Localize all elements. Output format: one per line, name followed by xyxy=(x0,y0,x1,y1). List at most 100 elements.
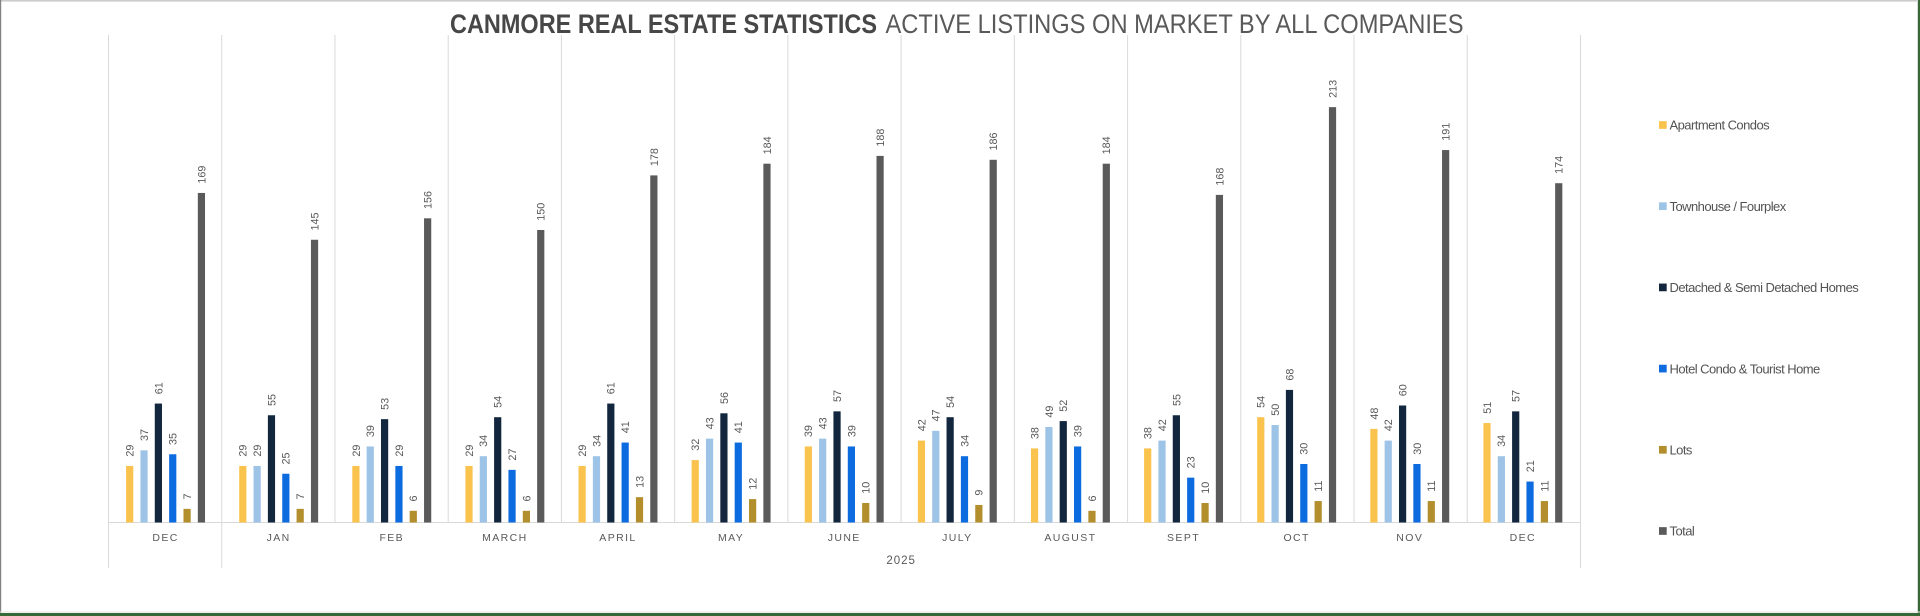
svg-text:29: 29 xyxy=(394,445,406,457)
svg-text:57: 57 xyxy=(832,390,844,402)
svg-text:ACTIVE LISTINGS ON MARKET BY A: ACTIVE LISTINGS ON MARKET BY ALL COMPANI… xyxy=(886,9,1464,39)
svg-text:145: 145 xyxy=(309,212,321,230)
svg-text:DEC: DEC xyxy=(152,532,178,544)
svg-text:Total: Total xyxy=(1670,524,1695,539)
svg-text:39: 39 xyxy=(365,425,377,437)
svg-text:38: 38 xyxy=(1143,427,1155,439)
svg-text:34: 34 xyxy=(959,435,971,447)
svg-text:68: 68 xyxy=(1284,369,1296,381)
svg-text:DEC: DEC xyxy=(1510,532,1536,544)
svg-text:12: 12 xyxy=(748,478,760,490)
svg-text:Hotel Condo & Tourist Home: Hotel Condo & Tourist Home xyxy=(1670,361,1821,376)
svg-text:42: 42 xyxy=(1383,419,1395,431)
svg-text:6: 6 xyxy=(1087,495,1099,501)
svg-text:50: 50 xyxy=(1270,404,1282,416)
svg-text:MAY: MAY xyxy=(718,532,744,544)
svg-text:37: 37 xyxy=(139,429,151,441)
svg-text:CANMORE REAL ESTATE STATISTICS: CANMORE REAL ESTATE STATISTICS xyxy=(450,9,877,39)
svg-text:42: 42 xyxy=(1157,419,1169,431)
svg-text:38: 38 xyxy=(1029,427,1041,439)
svg-text:150: 150 xyxy=(536,203,548,221)
svg-text:25: 25 xyxy=(281,452,293,464)
svg-text:JUNE: JUNE xyxy=(828,532,861,544)
svg-text:11: 11 xyxy=(1539,481,1551,492)
svg-text:7: 7 xyxy=(182,494,194,500)
svg-text:35: 35 xyxy=(168,433,180,445)
svg-text:60: 60 xyxy=(1397,384,1409,396)
svg-text:54: 54 xyxy=(1256,396,1268,408)
svg-text:55: 55 xyxy=(266,394,278,406)
svg-text:29: 29 xyxy=(577,445,589,457)
svg-text:FEB: FEB xyxy=(379,532,404,544)
svg-text:39: 39 xyxy=(846,425,858,437)
svg-text:23: 23 xyxy=(1186,456,1198,468)
svg-text:APRIL: APRIL xyxy=(599,532,636,544)
svg-text:29: 29 xyxy=(252,445,264,457)
svg-text:57: 57 xyxy=(1511,390,1523,402)
svg-text:56: 56 xyxy=(719,392,731,404)
svg-text:61: 61 xyxy=(153,382,165,394)
svg-text:54: 54 xyxy=(493,396,505,408)
svg-text:29: 29 xyxy=(125,445,137,457)
svg-text:34: 34 xyxy=(478,435,490,447)
svg-text:184: 184 xyxy=(762,136,774,154)
svg-text:48: 48 xyxy=(1369,408,1381,420)
svg-text:JULY: JULY xyxy=(942,532,973,544)
svg-text:Lots: Lots xyxy=(1670,443,1693,458)
svg-text:29: 29 xyxy=(464,445,476,457)
svg-text:174: 174 xyxy=(1554,156,1566,174)
svg-text:10: 10 xyxy=(1200,482,1212,494)
svg-text:30: 30 xyxy=(1299,443,1311,455)
svg-text:SEPT: SEPT xyxy=(1167,532,1200,544)
svg-text:JAN: JAN xyxy=(267,532,291,544)
svg-text:156: 156 xyxy=(423,191,435,209)
svg-text:NOV: NOV xyxy=(1396,532,1423,544)
svg-text:27: 27 xyxy=(507,449,519,461)
svg-text:178: 178 xyxy=(649,148,661,166)
svg-text:52: 52 xyxy=(1058,400,1070,412)
svg-text:47: 47 xyxy=(931,410,943,422)
svg-text:6: 6 xyxy=(521,495,533,501)
svg-text:169: 169 xyxy=(196,166,208,184)
svg-text:Apartment Condos: Apartment Condos xyxy=(1670,118,1771,133)
svg-text:9: 9 xyxy=(974,490,986,496)
svg-text:30: 30 xyxy=(1412,443,1424,455)
svg-text:42: 42 xyxy=(916,419,928,431)
svg-text:OCT: OCT xyxy=(1283,532,1309,544)
svg-text:10: 10 xyxy=(861,482,873,494)
svg-text:55: 55 xyxy=(1171,394,1183,406)
svg-text:41: 41 xyxy=(620,421,632,433)
svg-text:168: 168 xyxy=(1214,168,1226,186)
svg-text:29: 29 xyxy=(351,445,363,457)
svg-text:186: 186 xyxy=(988,132,1000,150)
svg-text:49: 49 xyxy=(1044,406,1056,418)
svg-text:13: 13 xyxy=(634,476,646,488)
svg-text:Townhouse / Fourplex: Townhouse / Fourplex xyxy=(1670,199,1787,214)
svg-text:34: 34 xyxy=(1496,435,1508,447)
svg-text:AUGUST: AUGUST xyxy=(1044,532,1096,544)
svg-text:Detached & Semi Detached Homes: Detached & Semi Detached Homes xyxy=(1670,280,1860,295)
svg-text:43: 43 xyxy=(818,417,830,429)
svg-text:21: 21 xyxy=(1525,460,1537,472)
svg-text:43: 43 xyxy=(704,417,716,429)
svg-text:39: 39 xyxy=(1073,425,1085,437)
svg-text:11: 11 xyxy=(1313,481,1325,492)
svg-text:191: 191 xyxy=(1441,123,1453,141)
svg-text:29: 29 xyxy=(238,445,250,457)
svg-text:184: 184 xyxy=(1101,136,1113,154)
svg-text:34: 34 xyxy=(591,435,603,447)
svg-text:213: 213 xyxy=(1327,80,1339,98)
svg-text:6: 6 xyxy=(408,495,420,501)
svg-text:2025: 2025 xyxy=(886,555,916,567)
svg-text:61: 61 xyxy=(606,382,618,394)
svg-text:53: 53 xyxy=(379,398,391,410)
svg-text:41: 41 xyxy=(733,421,745,433)
svg-text:11: 11 xyxy=(1426,481,1438,492)
svg-text:51: 51 xyxy=(1482,402,1494,414)
svg-text:7: 7 xyxy=(295,494,307,500)
svg-text:32: 32 xyxy=(690,439,702,451)
svg-text:188: 188 xyxy=(875,129,887,147)
svg-text:39: 39 xyxy=(803,425,815,437)
svg-text:MARCH: MARCH xyxy=(482,532,528,544)
svg-text:54: 54 xyxy=(945,396,957,408)
